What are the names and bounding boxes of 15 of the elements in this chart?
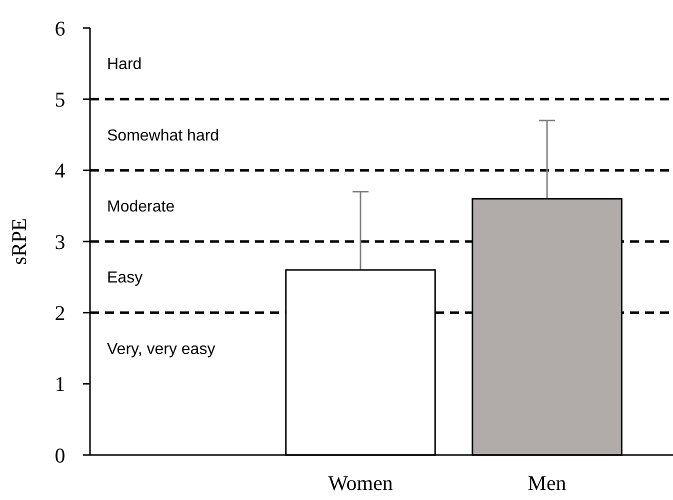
- y-tick-label: 1: [54, 372, 66, 396]
- annotation: Somewhat hard: [107, 127, 220, 144]
- y-tick-label: 5: [54, 88, 66, 112]
- annotation: Hard: [107, 56, 142, 74]
- annotation: Very, very easy: [107, 340, 216, 358]
- y-tick-label: 3: [54, 230, 66, 254]
- annotation: Moderate: [107, 198, 175, 216]
- x-tick-label: Men: [528, 471, 567, 495]
- y-tick-label: 0: [54, 443, 66, 468]
- y-tick-label: 4: [54, 158, 66, 183]
- y-axis-title: sRPE: [7, 218, 31, 265]
- annotation: Easy: [107, 270, 143, 287]
- y-tick-label: 6: [54, 16, 66, 40]
- x-tick-label: Women: [328, 471, 394, 495]
- y-tick-label: 2: [54, 301, 66, 326]
